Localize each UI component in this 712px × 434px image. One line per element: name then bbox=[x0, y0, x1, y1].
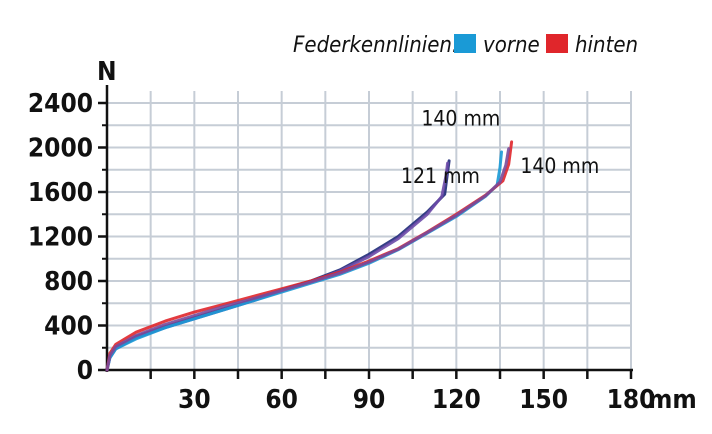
legend-swatch-vorne bbox=[454, 34, 476, 53]
y-axis-label: N bbox=[97, 57, 117, 87]
series-line bbox=[105, 147, 511, 372]
annotation-label: 140 mm bbox=[520, 154, 599, 178]
series-line bbox=[105, 161, 450, 372]
y-tick-label: 2400 bbox=[28, 89, 93, 119]
legend-label-vorne: vorne bbox=[483, 33, 540, 58]
legend-title: Federkennlinien: bbox=[293, 33, 459, 58]
grid bbox=[107, 91, 632, 370]
y-tick-label: 0 bbox=[77, 356, 93, 386]
y-tick-label: 2000 bbox=[28, 134, 93, 164]
x-tick-label: 180 bbox=[607, 385, 656, 415]
x-tick-label: 60 bbox=[265, 385, 298, 415]
annotation-label: 140 mm bbox=[421, 106, 500, 130]
labels: Federkennlinien: vorne hinten N mm 0 400 8… bbox=[28, 33, 697, 415]
x-tick-label: 150 bbox=[519, 385, 568, 415]
y-tick-label: 400 bbox=[44, 312, 93, 342]
y-tick-label: 800 bbox=[44, 267, 93, 297]
legend-swatch-hinten bbox=[546, 34, 568, 53]
y-tick-label: 1600 bbox=[28, 178, 93, 208]
annotation-label: 121 mm bbox=[401, 164, 480, 188]
axes bbox=[98, 85, 633, 379]
legend-label-hinten: hinten bbox=[575, 33, 638, 58]
data-series bbox=[105, 140, 514, 372]
x-axis-label: mm bbox=[648, 385, 697, 415]
x-tick-label: 30 bbox=[178, 385, 211, 415]
y-tick-label: 1200 bbox=[28, 223, 93, 253]
x-tick-label: 90 bbox=[353, 385, 386, 415]
x-tick-label: 120 bbox=[432, 385, 481, 415]
